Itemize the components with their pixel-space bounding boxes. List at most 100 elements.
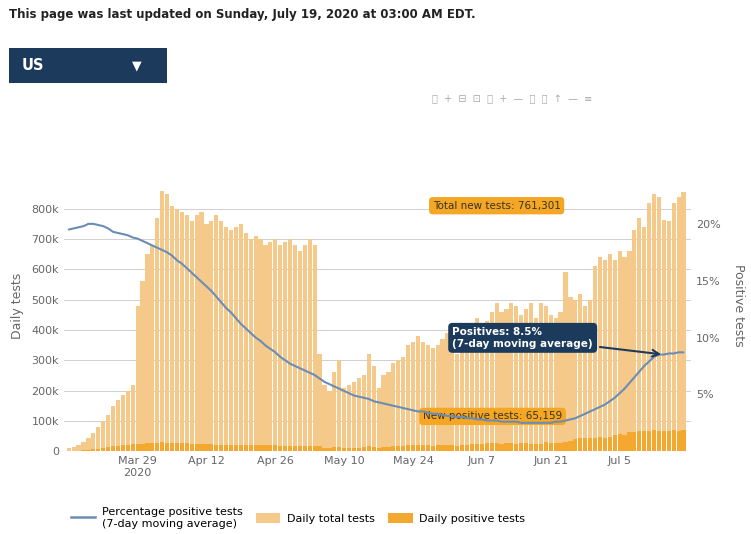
Bar <box>219 221 223 451</box>
Bar <box>445 333 450 451</box>
Bar <box>475 318 479 451</box>
Bar <box>146 254 149 451</box>
Text: This page was last updated on Sunday, July 19, 2020 at 03:00 AM EDT.: This page was last updated on Sunday, Ju… <box>9 8 475 21</box>
Bar <box>376 448 381 451</box>
Bar <box>671 202 676 451</box>
Bar <box>170 206 174 451</box>
Bar <box>254 236 258 451</box>
Bar <box>155 443 159 451</box>
Bar <box>362 375 366 451</box>
Bar <box>352 447 356 451</box>
Bar <box>303 245 307 451</box>
Bar <box>652 430 656 451</box>
Bar <box>273 239 277 451</box>
Bar <box>155 218 159 451</box>
Bar <box>470 444 474 451</box>
Bar <box>366 446 371 451</box>
Bar <box>116 446 120 451</box>
Bar <box>509 303 514 451</box>
Bar <box>189 221 194 451</box>
Bar <box>106 415 110 451</box>
Bar <box>436 345 440 451</box>
Bar <box>588 300 593 451</box>
Bar <box>224 227 228 451</box>
Bar <box>125 445 130 451</box>
Bar <box>495 443 499 451</box>
Bar <box>332 447 336 451</box>
Bar <box>637 431 641 451</box>
Bar <box>603 438 607 451</box>
Bar <box>268 445 273 451</box>
Bar <box>283 242 287 451</box>
Bar <box>322 448 327 451</box>
Bar <box>170 443 174 451</box>
Bar <box>426 445 430 451</box>
Bar <box>298 251 302 451</box>
Bar <box>544 442 548 451</box>
Bar <box>593 438 597 451</box>
Bar <box>573 300 578 451</box>
Bar <box>288 239 292 451</box>
Bar <box>293 245 297 451</box>
Bar <box>357 447 361 451</box>
Bar <box>337 360 342 451</box>
Bar <box>391 363 396 451</box>
Bar <box>121 445 125 451</box>
Bar <box>495 303 499 451</box>
Bar <box>411 445 415 451</box>
Bar <box>524 309 528 451</box>
Bar <box>514 305 518 451</box>
Bar <box>421 342 425 451</box>
Y-axis label: Daily tests: Daily tests <box>11 272 24 339</box>
Bar <box>505 309 508 451</box>
Bar <box>623 257 626 451</box>
Bar <box>234 445 238 451</box>
Bar <box>484 443 489 451</box>
Bar <box>214 445 219 451</box>
Bar <box>563 272 568 451</box>
Bar <box>524 443 528 451</box>
Bar <box>81 450 86 451</box>
Bar <box>632 230 636 451</box>
Bar <box>81 442 86 451</box>
Bar <box>258 239 263 451</box>
Bar <box>125 390 130 451</box>
Bar <box>440 445 445 451</box>
Bar <box>588 438 593 451</box>
Bar <box>460 342 464 451</box>
Bar <box>490 443 494 451</box>
Bar <box>529 444 533 451</box>
Bar <box>544 305 548 451</box>
Bar <box>96 427 101 451</box>
Bar <box>391 446 396 451</box>
Bar <box>140 444 145 451</box>
Bar <box>244 445 248 451</box>
Bar <box>632 431 636 451</box>
Bar <box>538 444 543 451</box>
Bar <box>583 305 587 451</box>
Bar <box>92 450 95 451</box>
Bar <box>352 381 356 451</box>
Bar <box>165 193 169 451</box>
Bar <box>219 445 223 451</box>
Bar <box>499 312 504 451</box>
Bar <box>382 375 385 451</box>
Text: Positives: 8.5%
(7-day moving average): Positives: 8.5% (7-day moving average) <box>452 327 659 357</box>
Bar <box>569 441 572 451</box>
Bar <box>150 245 155 451</box>
Bar <box>451 330 454 451</box>
Bar <box>249 445 253 451</box>
Bar <box>293 446 297 451</box>
Bar <box>342 388 346 451</box>
Bar <box>406 345 410 451</box>
Bar <box>165 443 169 451</box>
Bar <box>273 445 277 451</box>
Bar <box>617 434 622 451</box>
Bar <box>111 446 115 451</box>
Bar <box>411 342 415 451</box>
Bar <box>460 445 464 451</box>
Bar <box>283 446 287 451</box>
Bar <box>234 227 238 451</box>
Bar <box>401 446 406 451</box>
Bar <box>229 445 233 451</box>
